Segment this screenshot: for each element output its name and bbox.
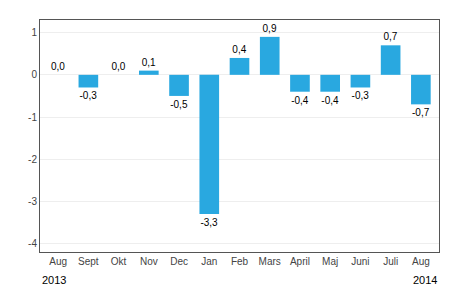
svg-text:2014: 2014 bbox=[413, 274, 437, 286]
svg-text:Okt: Okt bbox=[111, 256, 127, 267]
svg-text:Juli: Juli bbox=[383, 256, 398, 267]
svg-text:-1: -1 bbox=[28, 112, 37, 123]
svg-text:0: 0 bbox=[31, 69, 37, 80]
svg-text:0,1: 0,1 bbox=[142, 57, 156, 68]
svg-text:-3,3: -3,3 bbox=[200, 217, 218, 228]
svg-text:0,9: 0,9 bbox=[263, 23, 277, 34]
svg-text:-0,4: -0,4 bbox=[291, 95, 309, 106]
svg-text:-4: -4 bbox=[28, 238, 37, 249]
svg-text:Jan: Jan bbox=[201, 256, 217, 267]
svg-text:Sept: Sept bbox=[78, 256, 99, 267]
svg-text:-0,5: -0,5 bbox=[170, 99, 188, 110]
svg-text:Nov: Nov bbox=[140, 256, 158, 267]
svg-text:Feb: Feb bbox=[231, 256, 249, 267]
svg-text:0,0: 0,0 bbox=[111, 61, 125, 72]
svg-text:2013: 2013 bbox=[42, 274, 66, 286]
svg-text:Aug: Aug bbox=[49, 256, 67, 267]
svg-text:0,7: 0,7 bbox=[383, 31, 397, 42]
svg-text:-0,3: -0,3 bbox=[80, 90, 98, 101]
svg-text:-0,3: -0,3 bbox=[352, 90, 370, 101]
svg-text:1: 1 bbox=[31, 27, 37, 38]
svg-text:-0,7: -0,7 bbox=[412, 107, 430, 118]
svg-text:-3: -3 bbox=[28, 196, 37, 207]
svg-text:-2: -2 bbox=[28, 154, 37, 165]
svg-text:Aug: Aug bbox=[412, 256, 430, 267]
svg-text:April: April bbox=[290, 256, 310, 267]
svg-text:Maj: Maj bbox=[322, 256, 338, 267]
svg-text:0,0: 0,0 bbox=[51, 61, 65, 72]
svg-text:Juni: Juni bbox=[351, 256, 369, 267]
svg-text:Mars: Mars bbox=[259, 256, 281, 267]
svg-text:Dec: Dec bbox=[170, 256, 188, 267]
svg-text:0,4: 0,4 bbox=[232, 44, 246, 55]
svg-text:-0,4: -0,4 bbox=[321, 95, 339, 106]
